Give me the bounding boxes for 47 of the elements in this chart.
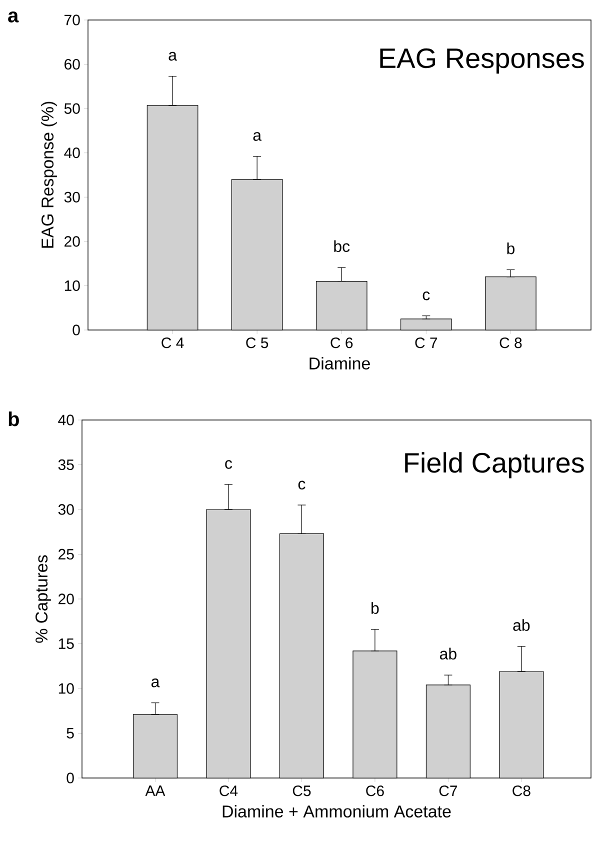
x-axis-title: Diamine bbox=[310, 357, 370, 370]
y-tick-label: 5 bbox=[66, 728, 74, 738]
y-tick-label: 10 bbox=[58, 683, 74, 694]
annotation: c bbox=[422, 292, 430, 300]
x-tick-label: C5 bbox=[292, 786, 311, 796]
x-tick-label: C8 bbox=[512, 786, 530, 796]
y-tick-label: 60 bbox=[64, 58, 80, 70]
annotation: b bbox=[372, 602, 379, 614]
text: a bbox=[8, 12, 19, 22]
x-tick-label: AA bbox=[145, 786, 166, 796]
y-axis-title: % Captures bbox=[36, 555, 51, 643]
y-tick-label: 40 bbox=[64, 148, 80, 158]
x-tick-label: C 8 bbox=[500, 338, 522, 348]
x-tick-label: C 7 bbox=[415, 338, 438, 348]
text: Field Captures bbox=[405, 452, 584, 478]
annotation: a bbox=[151, 678, 160, 688]
y-tick-label: 0 bbox=[72, 324, 80, 336]
x-tick-label: C4 bbox=[220, 786, 238, 796]
x-tick-label: C 5 bbox=[246, 338, 268, 348]
annotation: bc bbox=[334, 240, 350, 252]
y-tick-label: 20 bbox=[64, 236, 80, 247]
y-tick-label: 0 bbox=[66, 772, 74, 784]
y-tick-label: 50 bbox=[64, 103, 80, 114]
x-tick-label: C7 bbox=[439, 786, 458, 796]
text: b bbox=[8, 412, 19, 426]
text: EAG Responses bbox=[380, 48, 584, 74]
x-tick-label: C 6 bbox=[330, 338, 353, 348]
y-tick-label: 10 bbox=[64, 280, 80, 292]
y-tick-label: 20 bbox=[58, 594, 74, 604]
x-tick-label: C6 bbox=[366, 786, 384, 796]
annotation: c bbox=[225, 460, 232, 469]
annotation: c bbox=[298, 480, 306, 490]
y-tick-label: 30 bbox=[58, 504, 74, 515]
y-tick-label: 25 bbox=[58, 548, 74, 560]
y-tick-label: 30 bbox=[64, 192, 80, 202]
annotation: b bbox=[507, 242, 514, 254]
annotation: a bbox=[253, 132, 262, 141]
y-tick-label: 70 bbox=[64, 14, 80, 26]
x-tick-label: C 4 bbox=[162, 338, 184, 348]
y-tick-label: 35 bbox=[58, 459, 74, 470]
annotation: ab bbox=[440, 648, 456, 660]
annotation: a bbox=[168, 52, 177, 61]
y-axis-title: EAG Response (%) bbox=[41, 102, 57, 248]
x-axis-title: Diamine + Ammonium Acetate bbox=[222, 805, 451, 818]
y-tick-label: 40 bbox=[58, 414, 74, 426]
annotation: ab bbox=[513, 619, 530, 631]
y-tick-label: 15 bbox=[58, 638, 74, 649]
